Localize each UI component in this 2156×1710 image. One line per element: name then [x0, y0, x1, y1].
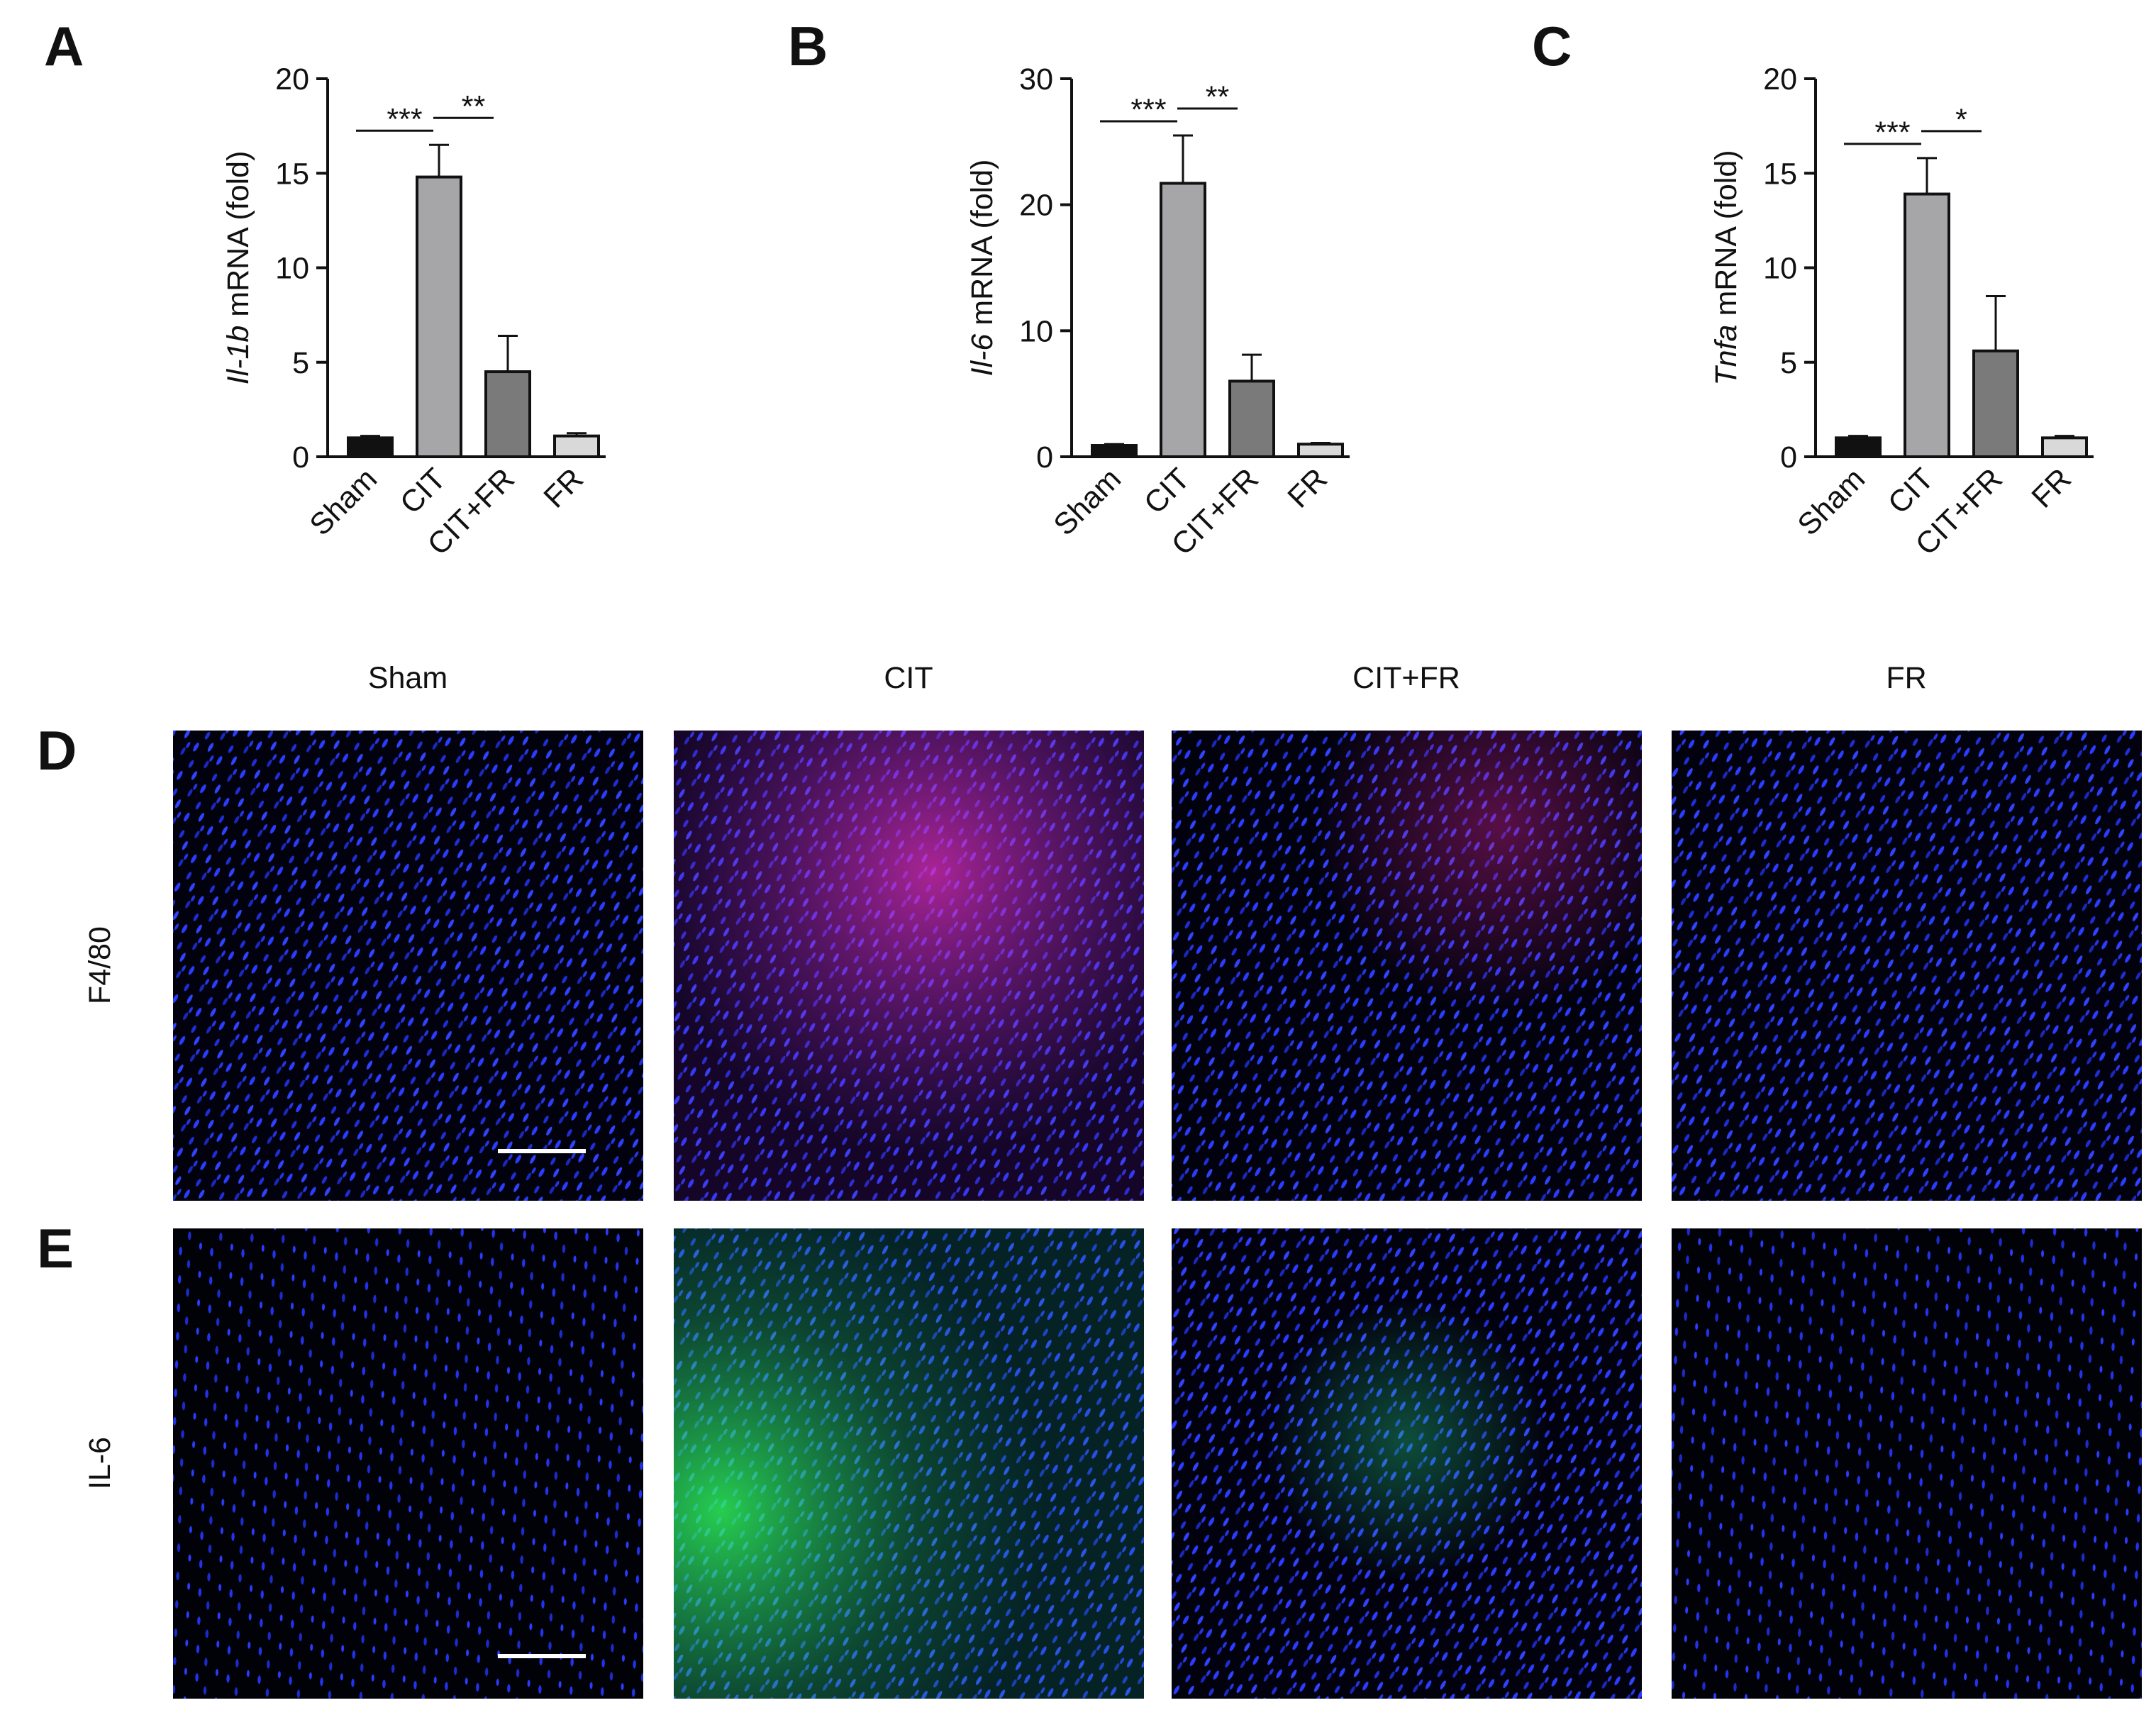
- micrographs: [173, 731, 2142, 1699]
- column-label: FR: [1886, 661, 1926, 695]
- column-label: Sham: [368, 661, 448, 695]
- bar: [1904, 192, 1950, 458]
- panel-label: B: [788, 15, 828, 77]
- y-tick-label: 15: [275, 157, 309, 191]
- y-axis-label: Il-6 mRNA (fold): [965, 160, 999, 377]
- bar: [484, 370, 531, 459]
- row-label: F4/80: [83, 926, 117, 1004]
- y-tick-label: 5: [292, 346, 309, 380]
- y-tick-label: 30: [1019, 62, 1053, 96]
- micrograph: [1672, 1228, 2142, 1699]
- y-axis-label-text: mRNA (fold): [221, 151, 255, 317]
- x-tick-label: FR: [538, 462, 590, 514]
- stain-overlay: [1172, 1228, 1642, 1699]
- significance-label: *: [1955, 103, 1967, 137]
- y-axis-label: Il-1b mRNA (fold): [221, 151, 255, 385]
- y-tick-label: 5: [1780, 346, 1797, 380]
- stain-overlay: [674, 731, 1144, 1201]
- y-tick-label: 15: [1763, 157, 1797, 191]
- bar: [553, 434, 600, 458]
- y-axis-label: Tnfa mRNA (fold): [1709, 150, 1743, 385]
- significance-label: **: [462, 89, 486, 123]
- column-label: CIT: [884, 661, 933, 695]
- panel-label: C: [1532, 15, 1572, 77]
- micrograph: [1672, 731, 2142, 1201]
- panel-label: D: [37, 719, 77, 782]
- significance-label: ***: [1130, 93, 1166, 127]
- y-axis-label-gene: Tnfa: [1709, 325, 1743, 386]
- bar: [2041, 436, 2088, 458]
- y-tick-label: 20: [1763, 62, 1797, 96]
- x-tick-label: CIT: [394, 462, 452, 521]
- bar: [1091, 444, 1138, 459]
- bar: [1972, 349, 2019, 459]
- x-tick-label: CIT: [1138, 462, 1196, 521]
- bar: [1228, 379, 1275, 459]
- y-axis-label-text: mRNA (fold): [1709, 150, 1743, 316]
- stain-overlay: [1172, 731, 1642, 1201]
- stain-overlay: [674, 1228, 1144, 1699]
- row-label: IL-6: [83, 1437, 117, 1489]
- column-label: CIT+FR: [1352, 661, 1460, 695]
- panel-label: A: [44, 15, 84, 77]
- significance-label: ***: [387, 102, 422, 136]
- y-tick-label: 20: [1019, 189, 1053, 223]
- y-tick-label: 10: [1019, 314, 1053, 348]
- bar: [1835, 436, 1882, 458]
- y-tick-label: 10: [275, 252, 309, 286]
- x-tick-label: Sham: [1791, 462, 1872, 542]
- x-tick-label: FR: [1282, 462, 1334, 514]
- x-tick-label: CIT: [1882, 462, 1940, 521]
- significance-label: **: [1206, 80, 1230, 114]
- y-tick-label: 0: [1780, 440, 1797, 474]
- y-tick-label: 0: [292, 440, 309, 474]
- y-axis-label-text: mRNA (fold): [965, 160, 999, 326]
- y-axis-label-gene: Il-6: [965, 334, 999, 377]
- bar: [1160, 182, 1206, 458]
- significance-label: ***: [1874, 116, 1910, 150]
- y-tick-label: 0: [1036, 440, 1053, 474]
- y-axis-label-gene: Il-1b: [221, 326, 255, 385]
- x-tick-label: FR: [2026, 462, 2078, 514]
- micrograph: [173, 731, 643, 1201]
- y-tick-label: 20: [275, 62, 309, 96]
- x-tick-label: Sham: [304, 462, 384, 542]
- bar: [416, 175, 462, 459]
- panel-label: E: [37, 1217, 74, 1279]
- y-tick-label: 10: [1763, 252, 1797, 286]
- bar: [1297, 443, 1344, 459]
- micrograph: [173, 1228, 643, 1699]
- bar: [347, 436, 394, 458]
- x-tick-label: Sham: [1048, 462, 1128, 542]
